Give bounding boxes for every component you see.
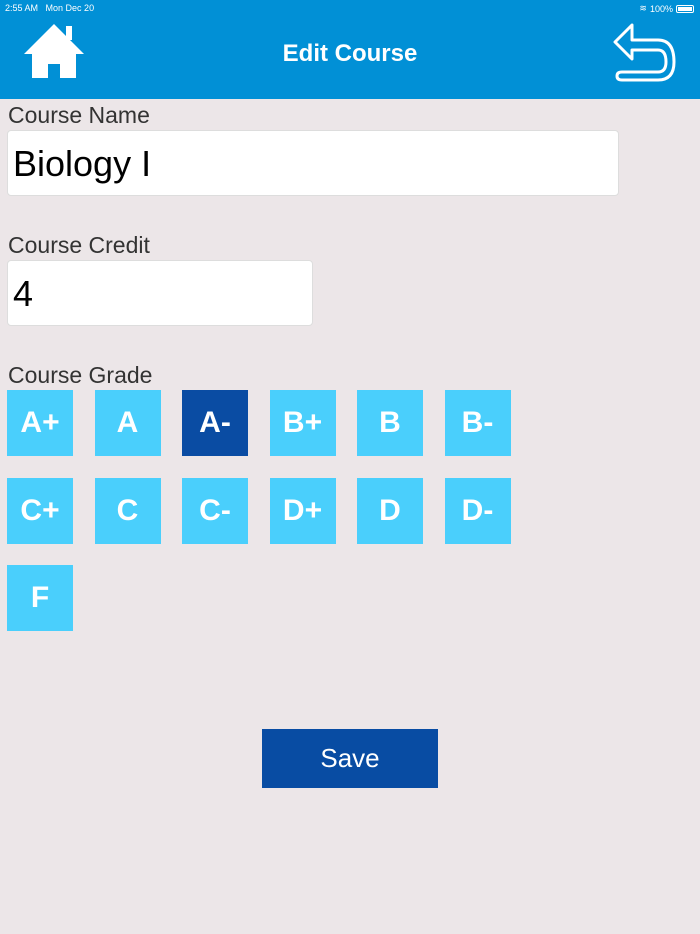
grade-button[interactable]: F	[7, 565, 73, 631]
course-credit-input[interactable]: 4	[7, 260, 313, 326]
page-title: Edit Course	[282, 40, 418, 67]
grade-button[interactable]: B	[357, 390, 423, 456]
grade-button[interactable]: A+	[7, 390, 73, 456]
course-credit-label: Course Credit	[8, 232, 150, 258]
status-right: ≋ 100%	[639, 3, 694, 14]
grade-button[interactable]: C+	[7, 477, 73, 544]
grade-button[interactable]: D-	[444, 477, 511, 544]
battery-icon	[676, 4, 694, 13]
grade-button[interactable]: D	[357, 477, 423, 544]
wifi-icon: ≋	[639, 3, 647, 13]
battery-percent: 100%	[649, 3, 673, 14]
home-icon[interactable]	[24, 24, 84, 78]
grade-button[interactable]: A	[94, 390, 161, 456]
status-time-date: 2:55 AM Mon Dec 20	[5, 3, 95, 13]
grade-button[interactable]: B-	[444, 390, 511, 456]
course-name-input[interactable]: Biology I	[7, 130, 619, 196]
grade-button[interactable]: C	[94, 477, 161, 544]
grade-button[interactable]: A-	[182, 390, 248, 456]
course-name-label: Course Name	[8, 102, 150, 128]
save-button[interactable]: Save	[262, 729, 438, 788]
course-grade-label: Course Grade	[8, 362, 153, 388]
undo-arrow-icon[interactable]	[610, 22, 680, 82]
grade-button[interactable]: D+	[269, 477, 336, 544]
grade-button[interactable]: B+	[269, 390, 336, 456]
header-bar: 2:55 AM Mon Dec 20 ≋ 100% Edit Course	[0, 0, 700, 99]
grade-button[interactable]: C-	[182, 477, 248, 544]
